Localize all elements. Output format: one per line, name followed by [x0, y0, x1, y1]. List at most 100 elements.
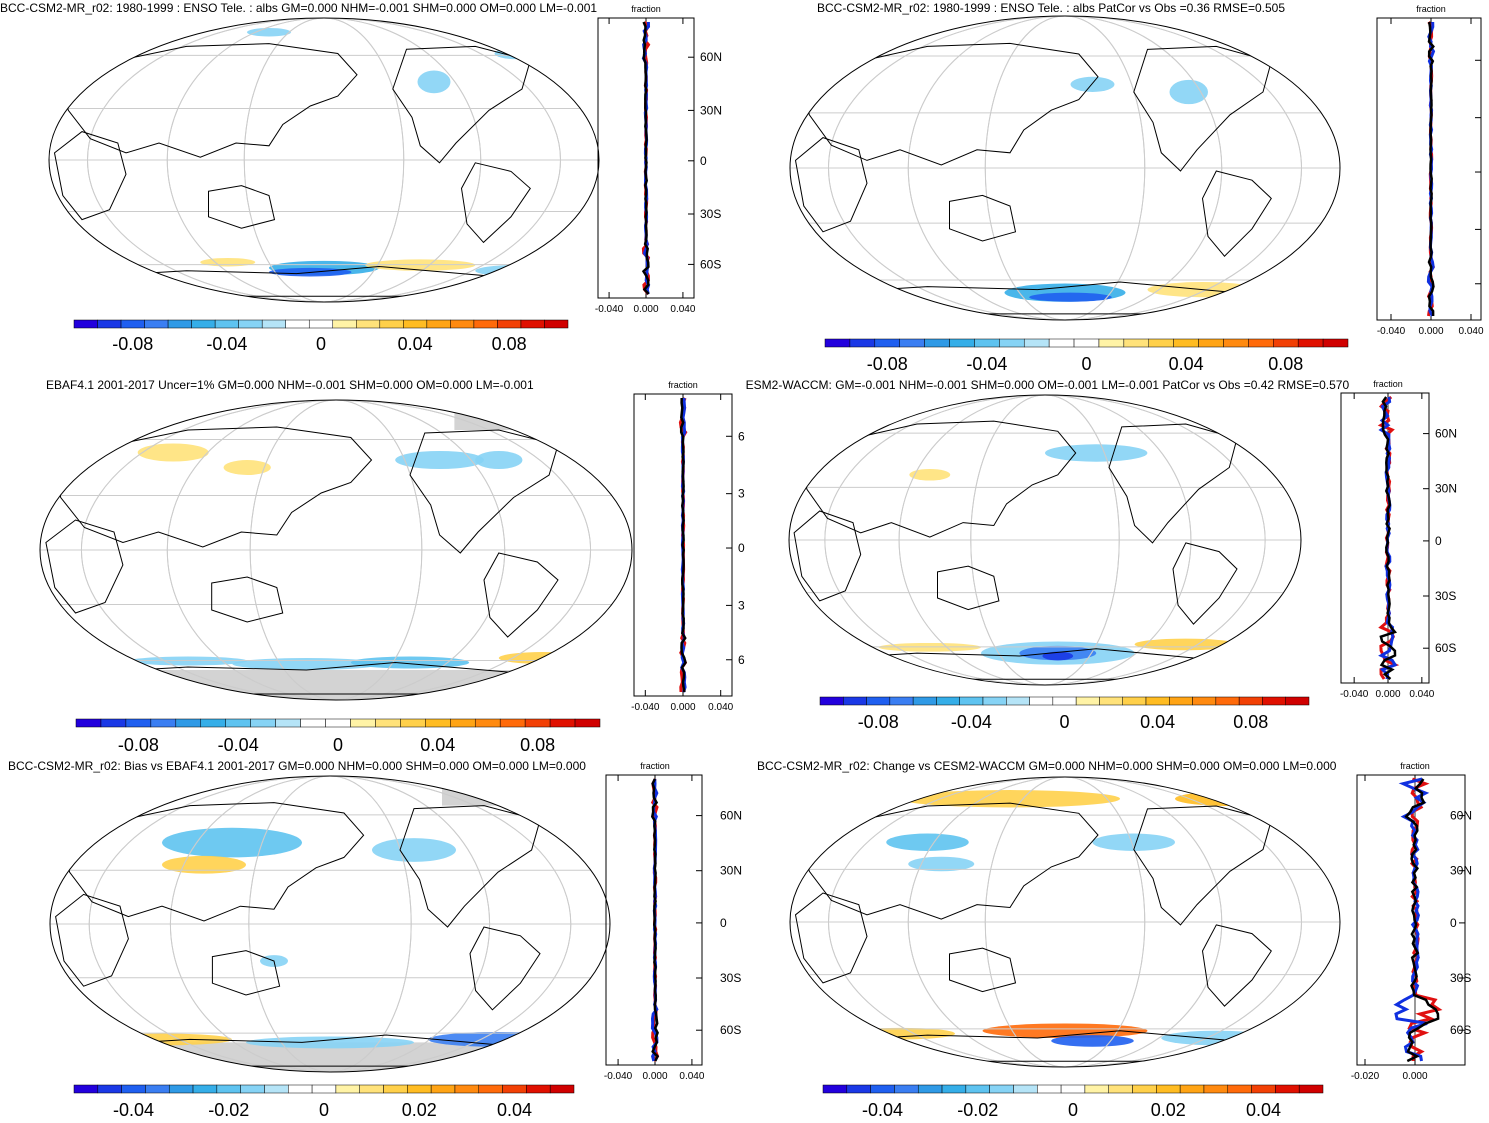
coastline [469, 926, 541, 1011]
colorbar-label: 0.04 [420, 735, 455, 755]
colorbar-swatch [1029, 696, 1054, 706]
anomaly-patch [428, 1032, 568, 1047]
colorbar-swatch [894, 1084, 919, 1094]
anomaly-patch [247, 27, 291, 37]
colorbar-swatch [400, 718, 426, 728]
colorbar-swatch [520, 319, 545, 329]
anomaly-patch [162, 855, 246, 874]
colorbar-swatch [1223, 338, 1249, 348]
coastline [1262, 27, 1308, 60]
anomaly-patch [909, 468, 951, 481]
anomaly-patch [223, 460, 271, 475]
colorbar-swatch [375, 718, 401, 728]
colorbar-swatch [216, 1084, 241, 1094]
colorbar-swatch [1013, 1084, 1038, 1094]
zonal-mean-plot: fraction -0.040 0.000 0.040 60N 30N 0 30S 60S [1340, 379, 1457, 700]
coastline [45, 519, 124, 614]
zonal-plot-title: fraction [640, 761, 670, 771]
zonal-mean-plot: fraction -0.040 0.000 0.040 60N 30N 0 30S 60S [631, 380, 760, 713]
colorbar-swatch [250, 718, 276, 728]
latitude-label: 60S [1450, 1023, 1471, 1037]
coastline [831, 281, 1286, 315]
world-map [50, 776, 610, 1072]
anomaly-patch [982, 1023, 1148, 1038]
colorbar-swatch [1052, 696, 1077, 706]
colorbar-swatch [97, 319, 122, 329]
zonal-plot-title: fraction [1400, 761, 1430, 771]
colorbar-swatch [356, 319, 381, 329]
zonal-x-tick-label: -0.040 [1340, 689, 1369, 700]
colorbar-label: 0.04 [1169, 354, 1204, 370]
colorbar-swatch [264, 1084, 289, 1094]
figure-panel-6: BCC-CSM2-MR_r02: Change vs CESM2-WACCM G… [757, 759, 1472, 1120]
colorbar-swatch [97, 1084, 122, 1094]
colorbar-swatch [1203, 1084, 1229, 1094]
colorbar-swatch [549, 718, 576, 728]
colorbar-label: -0.08 [858, 712, 899, 732]
panel-5: BCC-CSM2-MR_r02: Bias vs EBAF4.1 2001-20… [0, 757, 745, 1120]
colorbar-swatch [430, 1084, 456, 1094]
colorbar-swatch [332, 319, 357, 329]
map-border [49, 775, 611, 1073]
colorbar-label: 0 [319, 1100, 329, 1118]
colorbar-swatch [240, 1084, 265, 1094]
panel-title: BCC-CSM2-MR_r02: 1980-1999 : ENSO Tele. … [817, 1, 1285, 15]
latitude-label: 30N [1435, 482, 1457, 496]
coastline [803, 42, 1099, 166]
colorbar-label: 0 [1059, 712, 1069, 732]
colorbar-swatch [73, 1084, 99, 1094]
colorbar-swatch [1179, 1084, 1205, 1094]
colorbar-swatch [526, 1084, 551, 1094]
colorbar-swatch [989, 1084, 1014, 1094]
colorbar-swatch [1048, 338, 1075, 348]
colorbar: -0.08 -0.04 0 0.04 0.08 [73, 319, 569, 354]
zonal-plot-title: fraction [1416, 4, 1446, 14]
colorbar-swatch [1156, 1084, 1181, 1094]
colorbar-swatch [288, 1084, 313, 1094]
coastline [211, 950, 281, 996]
zonal-x-tick-label: 0.000 [1402, 1071, 1427, 1082]
anomaly-patch [1070, 76, 1115, 92]
world-map [789, 395, 1301, 685]
coastline [1228, 406, 1271, 437]
colorbar-swatch [425, 718, 451, 728]
latitude-label: 30N [700, 103, 722, 117]
colorbar-swatch [1285, 696, 1310, 706]
colorbar-swatch [1273, 338, 1299, 348]
latitude-label: 60S [738, 653, 745, 667]
colorbar-swatch [1075, 696, 1100, 706]
missing-data-region [40, 670, 632, 700]
anomaly-patch [1051, 1035, 1134, 1047]
colorbar-swatch [325, 718, 351, 728]
zonal-line-obs [1393, 777, 1430, 1062]
coastline [1201, 924, 1272, 1007]
anomaly-patch [475, 265, 558, 277]
colorbar-swatch [549, 1084, 575, 1094]
colorbar-swatch [1037, 1084, 1062, 1094]
colorbar-swatch [965, 1084, 990, 1094]
colorbar-swatch [1108, 1084, 1133, 1094]
panel-title: EBAF4.1 2001-2017 Uncer=1% GM=0.000 NHM=… [46, 378, 534, 392]
panel-3: EBAF4.1 2001-2017 Uncer=1% GM=0.000 NHM=… [0, 375, 760, 755]
colorbar-label: 0.02 [402, 1100, 437, 1118]
zonal-line-mean [679, 397, 687, 693]
zonal-line-mean [650, 778, 660, 1062]
colorbar-label: 0.08 [492, 334, 527, 354]
colorbar-swatch [1248, 338, 1274, 348]
colorbar-label: 0.08 [1233, 712, 1268, 732]
colorbar-swatch [949, 338, 975, 348]
coastline [1201, 170, 1272, 257]
coastline [803, 802, 1099, 920]
zonal-line-mean [1404, 778, 1440, 1063]
colorbar-label: -0.02 [208, 1100, 249, 1118]
latitude-label: 0 [1435, 534, 1442, 548]
colorbar-swatch [1227, 1084, 1252, 1094]
colorbar-swatch [454, 1084, 480, 1094]
anomaly-patch [900, 790, 1120, 808]
colorbar-label: 0.08 [1268, 354, 1303, 370]
zonal-line-mean [641, 21, 650, 295]
colorbar: -0.08 -0.04 0 0.04 0.08 [75, 718, 601, 755]
coastline [53, 131, 127, 221]
zonal-mean-plot: fraction -0.040 0.000 0.040 60N 30N 0 30S 60S [595, 4, 722, 315]
colorbar-swatch [200, 718, 226, 728]
